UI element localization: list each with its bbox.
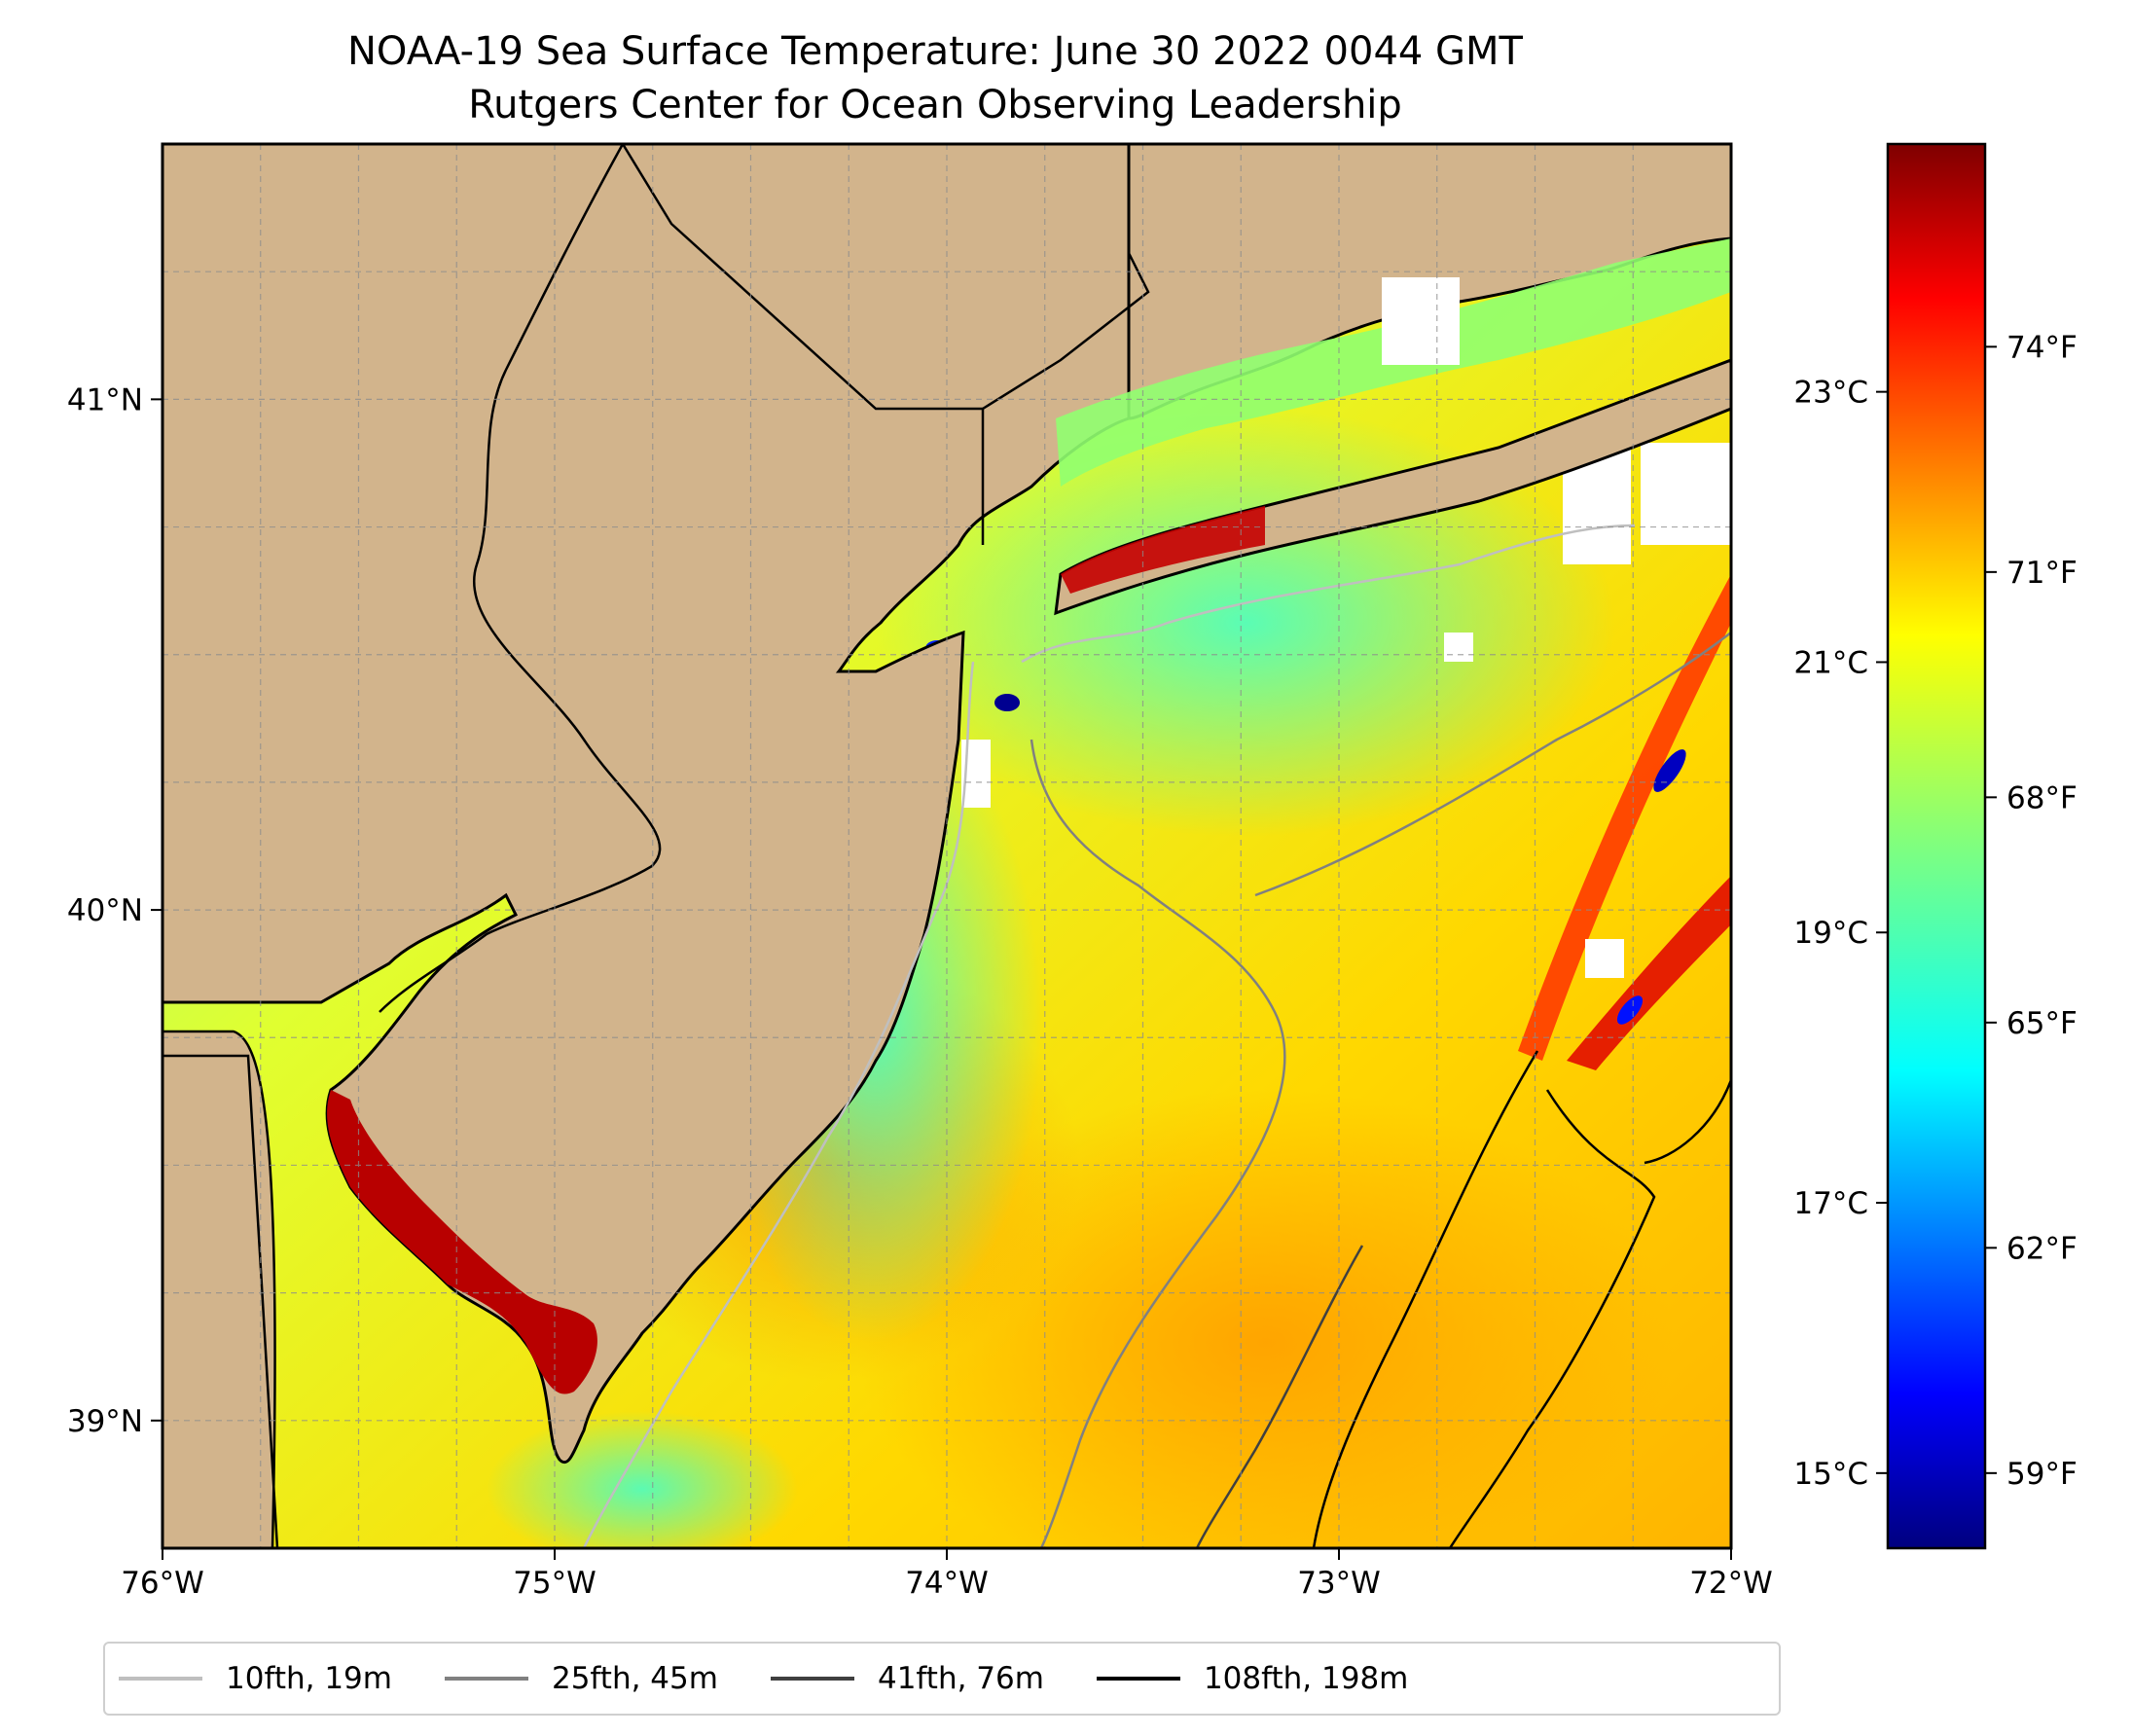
colorbar-f-tick-label: 71°F [2006,556,2078,591]
colorbar-c-tick-label: 15°C [1793,1457,1868,1492]
long-island-south-shore-sst [1061,506,1265,594]
cloud-mask [1444,633,1473,662]
x-tick-label: 72°W [1689,1566,1773,1601]
warm-filament [1567,876,1731,1070]
cold-spot [1653,749,1686,792]
colorbar-c-tick-label: 19°C [1793,916,1868,951]
isobath-19m [1021,524,1636,664]
warm-filament [1518,574,1731,1061]
colorbar-f-tick-label: 68°F [2006,780,2078,815]
legend-label: 10fth, 19m [226,1661,392,1696]
colorbar-c-tick-label: 17°C [1793,1186,1868,1221]
state-boundary [163,1054,279,1548]
colorbar [1886,142,1987,1550]
isobath-45m [1254,632,1731,897]
legend: 10fth, 19m 25fth, 45m 41fth, 76m 108fth,… [103,1642,1781,1716]
isobath-45m [1030,739,1286,1548]
cold-spot [1616,995,1644,1025]
colorbar-c-tick-label: 21°C [1793,645,1868,680]
state-boundary [982,144,1150,411]
legend-line-41fth [770,1677,854,1681]
colorbar-f-tick-label: 74°F [2006,330,2078,365]
map-area [163,144,1731,1548]
y-tick-label: 41°N [67,382,143,417]
gridlines [163,144,1731,1548]
colorbar-celsius-ticks: 23°C 21°C 19°C 17°C 15°C [1793,376,1888,1492]
isobath-198m [1448,1089,1656,1548]
legend-item-41fth: 41fth, 76m [770,1661,1044,1696]
delaware-bay-sst [327,1090,597,1394]
y-tick-label: 39°N [67,1404,143,1439]
x-tick-label: 74°W [905,1566,989,1601]
legend-item-10fth: 10fth, 19m [119,1661,392,1696]
colorbar-c-tick-label: 23°C [1793,376,1868,411]
colorbar-f-tick-label: 62°F [2006,1231,2078,1266]
legend-label: 41fth, 76m [877,1661,1044,1696]
cold-spot [994,694,1020,711]
isobath-19m [582,661,975,1548]
legend-label: 25fth, 45m [551,1661,718,1696]
y-axis-ticks: 41°N 40°N 39°N [67,382,163,1439]
x-axis-ticks: 76°W 75°W 74°W 73°W 72°W [121,1548,1773,1601]
delmarva-land [163,1030,276,1548]
colorbar-f-tick-label: 59°F [2006,1457,2078,1492]
isobath-198m [1312,1050,1539,1548]
legend-line-108fth [1096,1677,1180,1681]
x-tick-label: 73°W [1297,1566,1381,1601]
delaware-river-boundary [379,144,662,1013]
cloud-mask [1585,939,1624,978]
legend-item-108fth: 108fth, 198m [1096,1661,1409,1696]
y-tick-label: 40°N [67,893,143,928]
isobath-76m [1195,1245,1364,1548]
colorbar-f-tick-label: 65°F [2006,1006,2078,1041]
isobath-198m [1644,1079,1731,1165]
chart-subtitle: Rutgers Center for Ocean Observing Leade… [468,83,1402,127]
x-tick-label: 76°W [121,1566,204,1601]
legend-label: 108fth, 198m [1203,1661,1409,1696]
state-boundary [621,144,985,545]
cloud-mask [1382,277,1460,365]
cloud-mask [1641,443,1731,545]
chart-title: NOAA-19 Sea Surface Temperature: June 30… [347,29,1524,74]
legend-line-25fth [444,1677,528,1681]
colorbar-fahrenheit-ticks: 74°F 71°F 68°F 65°F 62°F 59°F [1985,330,2078,1492]
x-tick-label: 75°W [513,1566,596,1601]
new-jersey-land [163,144,1131,1464]
legend-line-10fth [119,1677,202,1681]
cool-region [876,409,1615,837]
legend-item-25fth: 25fth, 45m [444,1661,718,1696]
